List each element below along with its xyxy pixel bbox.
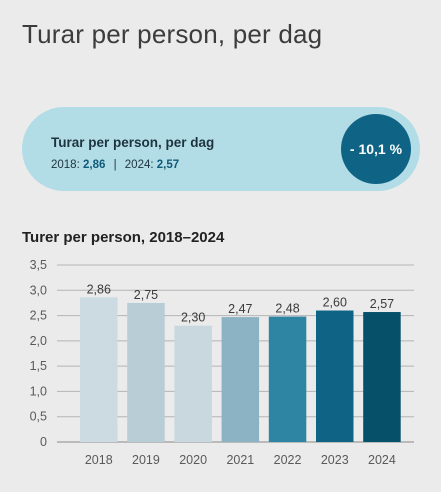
y-tick-label: 3,5 (30, 258, 47, 272)
kpi-pill: Turar per person, per dag 2018: 2,86 | 2… (22, 107, 420, 191)
x-tick-label: 2023 (321, 453, 349, 467)
bar (268, 316, 307, 442)
bar (221, 317, 260, 442)
x-tick-label: 2021 (226, 453, 254, 467)
data-label: 2,30 (181, 311, 205, 325)
y-tick-label: 0,5 (30, 410, 47, 424)
kpi-values: 2018: 2,86 | 2024: 2,57 (51, 159, 179, 171)
bar (316, 310, 354, 442)
data-label: 2,75 (134, 288, 158, 302)
x-tick-label: 2022 (274, 453, 302, 467)
bar (174, 325, 212, 442)
kpi-separator: | (113, 159, 117, 171)
kpi-label-2024: 2024: (124, 159, 154, 171)
y-tick-label: 3,0 (30, 283, 47, 297)
kpi-value-2018: 2,86 (82, 159, 106, 171)
data-label: 2,48 (275, 302, 299, 316)
x-tick-label: 2020 (179, 453, 207, 467)
bar (127, 302, 165, 442)
kpi-value-2024: 2,57 (156, 159, 180, 171)
bar (363, 312, 401, 442)
data-label: 2,57 (370, 297, 394, 311)
y-tick-label: 0 (40, 435, 47, 449)
y-tick-label: 2,5 (30, 309, 47, 323)
kpi-label-2018: 2018: (51, 159, 80, 171)
x-tick-label: 2019 (132, 453, 160, 467)
page-title: Turar per person, per dag (22, 19, 323, 49)
data-label: 2,47 (228, 302, 252, 316)
data-label: 2,60 (323, 296, 347, 310)
y-tick-label: 2,0 (30, 334, 47, 348)
y-tick-label: 1,5 (30, 359, 47, 373)
kpi-change-badge: - 10,1 % (341, 114, 411, 184)
y-tick-label: 1,0 (30, 384, 47, 398)
x-tick-label: 2024 (368, 453, 396, 467)
chart-title: Turer per person, 2018–2024 (22, 229, 225, 246)
x-tick-label: 2018 (85, 453, 113, 467)
data-label: 2,86 (87, 282, 111, 296)
kpi-title: Turar per person, per dag (51, 135, 215, 150)
bar (80, 297, 118, 442)
